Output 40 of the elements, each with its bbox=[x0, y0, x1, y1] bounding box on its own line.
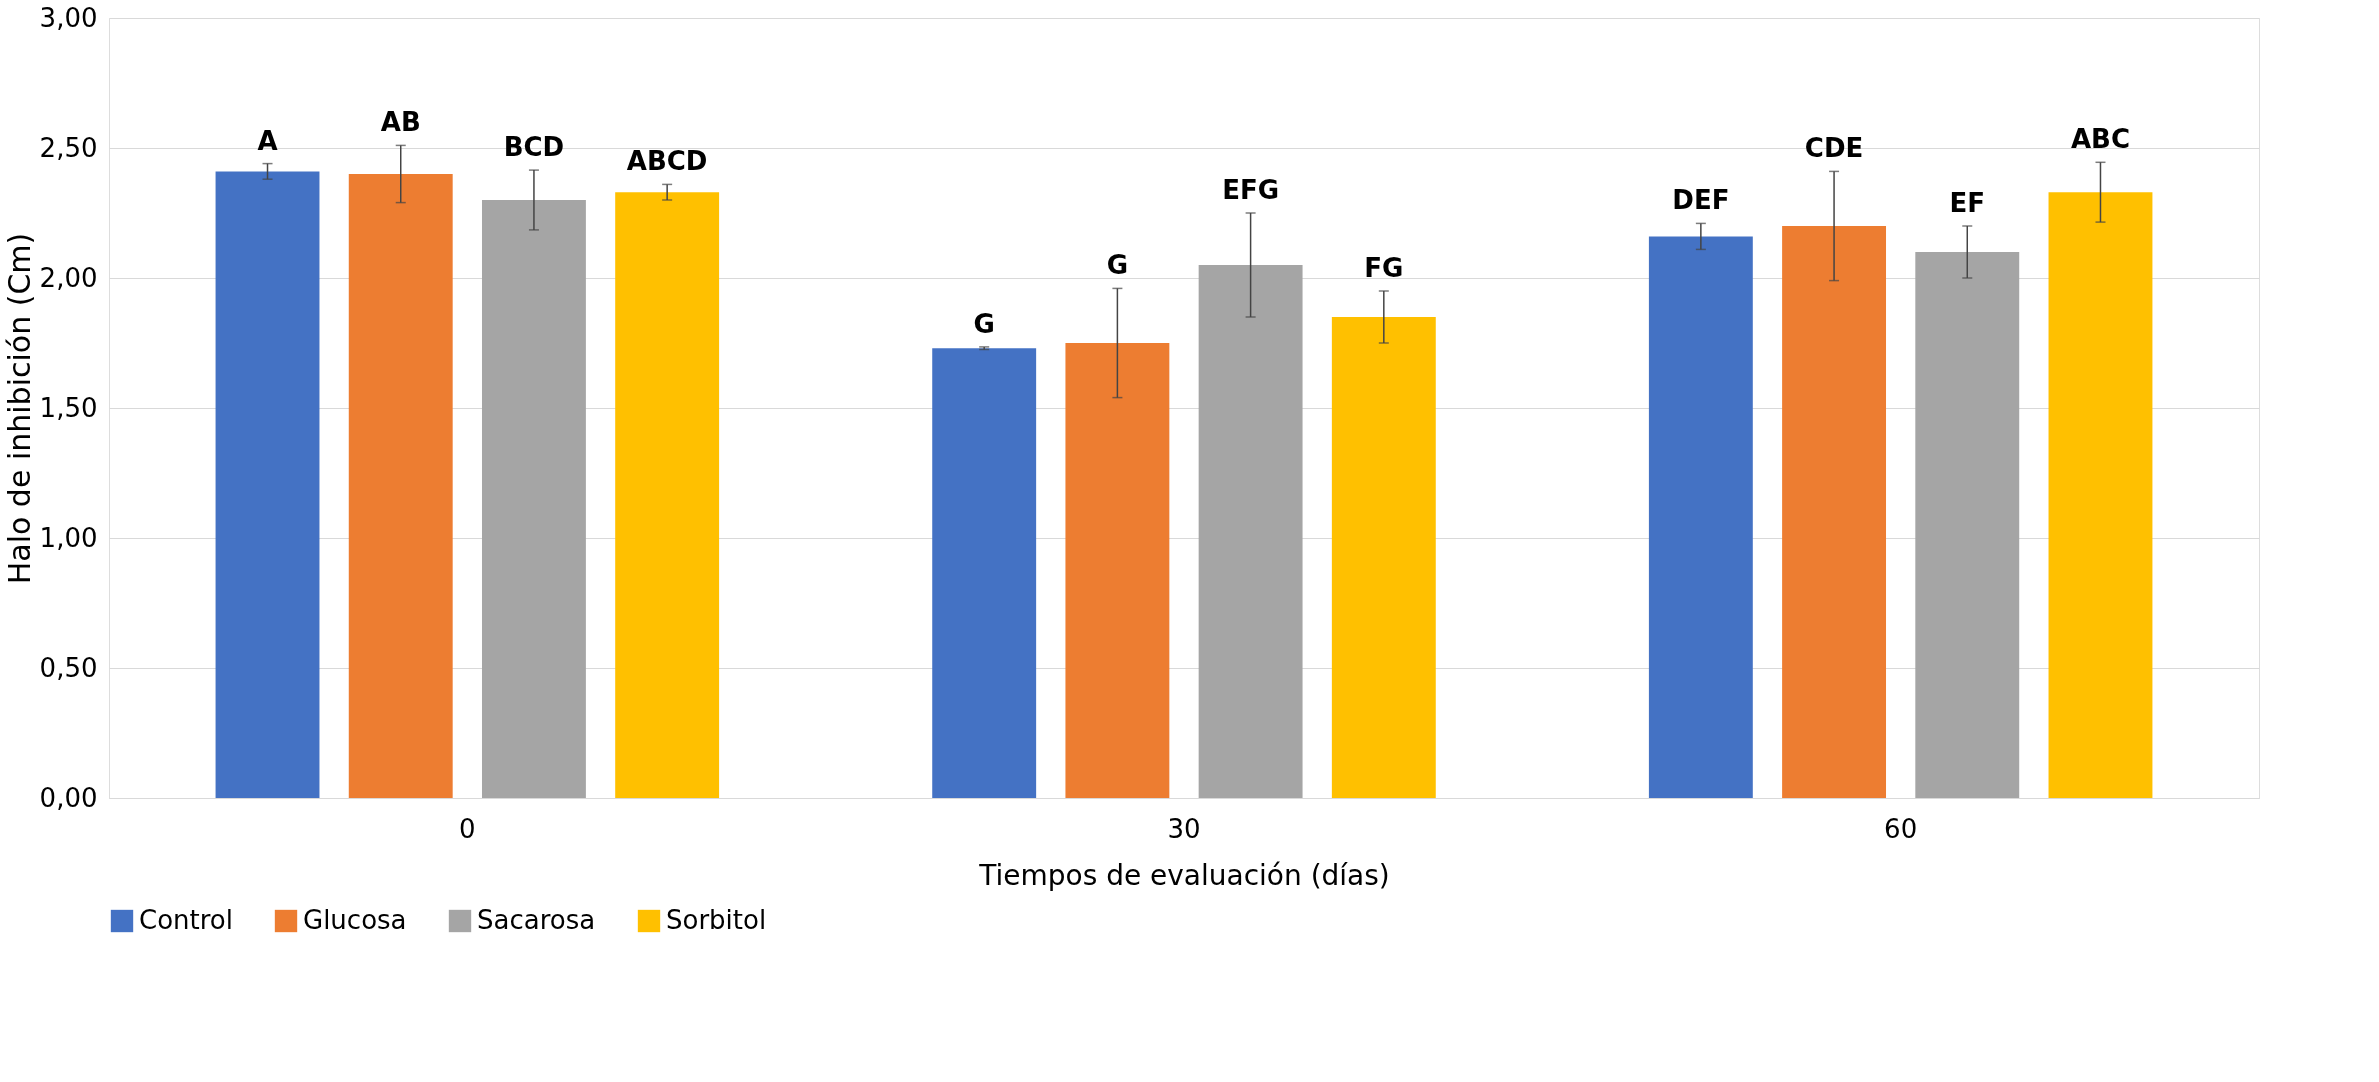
data-label: FG bbox=[1364, 253, 1404, 283]
x-tick-label: 60 bbox=[1884, 813, 1918, 844]
bar bbox=[932, 348, 1037, 798]
bar bbox=[1331, 317, 1436, 798]
bar bbox=[1915, 252, 2020, 798]
data-label: G bbox=[1106, 250, 1129, 281]
bar bbox=[348, 174, 453, 798]
data-label: A bbox=[257, 125, 278, 156]
legend-label: Glucosa bbox=[303, 905, 407, 935]
y-axis-title: Halo de inhibición (Cm) bbox=[1, 232, 37, 585]
bar bbox=[215, 171, 320, 798]
data-label: CDE bbox=[1804, 133, 1864, 164]
bar bbox=[481, 200, 586, 798]
data-label: DEF bbox=[1672, 185, 1730, 216]
data-label: BCD bbox=[503, 132, 565, 163]
x-axis-title: Tiempos de evaluación (días) bbox=[978, 858, 1390, 892]
y-tick-label: 2,00 bbox=[39, 262, 98, 293]
data-label: AB bbox=[380, 107, 421, 138]
y-tick-label: 0,50 bbox=[39, 652, 98, 683]
data-label: EF bbox=[1949, 188, 1986, 218]
data-label: EFG bbox=[1222, 175, 1280, 205]
bar bbox=[2048, 192, 2153, 798]
data-label: ABC bbox=[2070, 124, 2130, 155]
bar bbox=[1782, 226, 1887, 798]
bar bbox=[1648, 236, 1753, 798]
y-tick-label: 1,00 bbox=[39, 522, 98, 553]
x-tick-label: 30 bbox=[1167, 813, 1201, 844]
y-tick-label: 1,50 bbox=[39, 392, 98, 423]
data-label: G bbox=[973, 308, 995, 339]
y-tick-label: 2,50 bbox=[39, 132, 98, 163]
bar bbox=[1065, 343, 1170, 798]
x-tick-label: 0 bbox=[459, 813, 476, 844]
legend-label: Sorbitol bbox=[666, 905, 767, 935]
data-label: ABCD bbox=[626, 146, 708, 177]
y-tick-label: 0,00 bbox=[39, 782, 98, 813]
bar bbox=[615, 192, 720, 798]
y-tick-label: 3,00 bbox=[39, 2, 98, 33]
legend-label: Sacarosa bbox=[477, 905, 596, 935]
legend-label: Control bbox=[139, 905, 233, 935]
bar bbox=[1198, 265, 1303, 798]
